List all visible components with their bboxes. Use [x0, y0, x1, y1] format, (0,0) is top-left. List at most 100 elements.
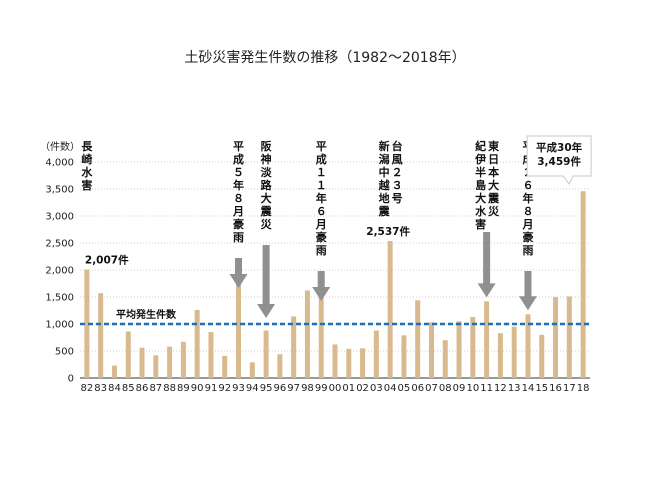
y-axis-ticks: 0 500 1,000 1,500 2,000 2,500 3,000 3,500 4,000 — [45, 158, 74, 385]
bar — [194, 309, 200, 378]
bar — [553, 297, 559, 378]
x-tick-label: 86 — [136, 383, 149, 394]
bar — [415, 300, 421, 378]
x-tick-label: 99 — [315, 383, 328, 394]
bar — [139, 347, 145, 378]
x-tick-label: 89 — [177, 383, 190, 394]
annotation-label: 阪神淡路大震災 — [260, 139, 273, 231]
bar — [263, 330, 269, 378]
bar — [98, 293, 104, 378]
annotation-arrow — [518, 271, 537, 311]
bar — [249, 362, 255, 378]
callout-box — [526, 135, 592, 185]
y-tick-label: 2,000 — [45, 266, 74, 277]
y-tick-label: 3,500 — [45, 185, 74, 196]
bar — [84, 269, 90, 378]
bar — [222, 355, 228, 378]
x-tick-label: 96 — [273, 383, 286, 394]
x-tick-label: 06 — [411, 383, 424, 394]
x-tick-label: 10 — [466, 383, 479, 394]
bar — [525, 314, 531, 378]
bar — [167, 346, 173, 378]
bars — [84, 191, 586, 378]
bar — [332, 344, 338, 378]
bar — [401, 335, 407, 378]
x-tick-label: 04 — [384, 383, 397, 394]
bar — [442, 340, 448, 378]
annotation-arrows — [229, 232, 537, 318]
x-tick-label: 17 — [563, 383, 576, 394]
x-tick-label: 07 — [425, 383, 438, 394]
x-tick-label: 14 — [522, 383, 535, 394]
y-tick-label: 4,000 — [45, 158, 74, 169]
x-tick-label: 90 — [191, 383, 204, 394]
value-label: 2,007件 — [85, 254, 129, 267]
y-tick-label: 0 — [68, 374, 74, 385]
bar — [511, 326, 517, 378]
annotation-label: 東日本大震災 — [487, 139, 500, 218]
bar — [125, 331, 131, 378]
x-tick-label: 15 — [535, 383, 548, 394]
annotation-arrow — [477, 232, 496, 298]
x-tick-label: 97 — [287, 383, 300, 394]
bar — [497, 333, 503, 378]
bar — [346, 348, 352, 378]
x-tick-label: 18 — [577, 383, 590, 394]
x-tick-label: 88 — [163, 383, 176, 394]
annotation-arrow — [229, 258, 248, 288]
value-labels: 2,007件 2,537件 — [85, 225, 411, 267]
annotation-arrow — [312, 271, 331, 301]
x-tick-label: 84 — [108, 383, 121, 394]
annotation-label: 台風２３号 — [392, 139, 403, 205]
annotation-label: 平成５年８月豪雨 — [232, 140, 244, 244]
x-tick-label: 98 — [301, 383, 314, 394]
x-tick-label: 16 — [549, 383, 562, 394]
average-line-group: 平均発生件数 — [80, 308, 590, 326]
bar — [373, 330, 379, 378]
x-tick-label: 82 — [81, 383, 94, 394]
x-tick-label: 94 — [246, 383, 259, 394]
annotation-label: 長崎水害 — [81, 140, 93, 192]
x-tick-label: 05 — [398, 383, 411, 394]
bar — [428, 322, 434, 378]
bar — [153, 355, 159, 378]
y-tick-label: 2,500 — [45, 239, 74, 250]
bar — [180, 341, 186, 378]
y-tick-label: 500 — [55, 347, 74, 358]
bar — [277, 354, 283, 378]
x-tick-label: 91 — [205, 383, 218, 394]
annotation-label: 平成１１年６月豪雨 — [315, 140, 327, 257]
x-tick-label: 85 — [122, 383, 135, 394]
y-axis-label: （件数） — [40, 140, 80, 153]
x-tick-label: 00 — [329, 383, 342, 394]
bar — [208, 332, 214, 378]
y-tick-label: 1,000 — [45, 320, 74, 331]
annotation-arrow — [257, 245, 276, 318]
x-axis-ticks: 82 83 84 85 86 87 88 89 90 91 92 93 94 95 96 97 98 99 00 01… — [81, 383, 590, 394]
x-tick-label: 12 — [494, 383, 507, 394]
bar — [318, 296, 324, 378]
bar — [580, 191, 586, 378]
gridlines — [80, 161, 590, 379]
bar — [304, 290, 310, 378]
bar — [387, 241, 393, 378]
chart-title: 土砂災害発生件数の推移（1982〜2018年） — [184, 50, 465, 66]
y-tick-label: 1,500 — [45, 293, 74, 304]
x-tick-label: 13 — [508, 383, 521, 394]
x-tick-label: 93 — [232, 383, 245, 394]
x-tick-label: 08 — [439, 383, 452, 394]
bar — [456, 321, 462, 378]
x-tick-label: 09 — [453, 383, 466, 394]
callout-text: 3,459件 — [537, 155, 581, 168]
annotation-label: 新潟中越地震 — [378, 139, 391, 218]
bar — [360, 348, 366, 378]
bar — [470, 316, 476, 378]
x-tick-label: 03 — [370, 383, 383, 394]
average-label: 平均発生件数 — [116, 308, 177, 321]
x-tick-label: 01 — [342, 383, 355, 394]
annotation-label: 紀伊半島大水害 — [474, 139, 487, 231]
